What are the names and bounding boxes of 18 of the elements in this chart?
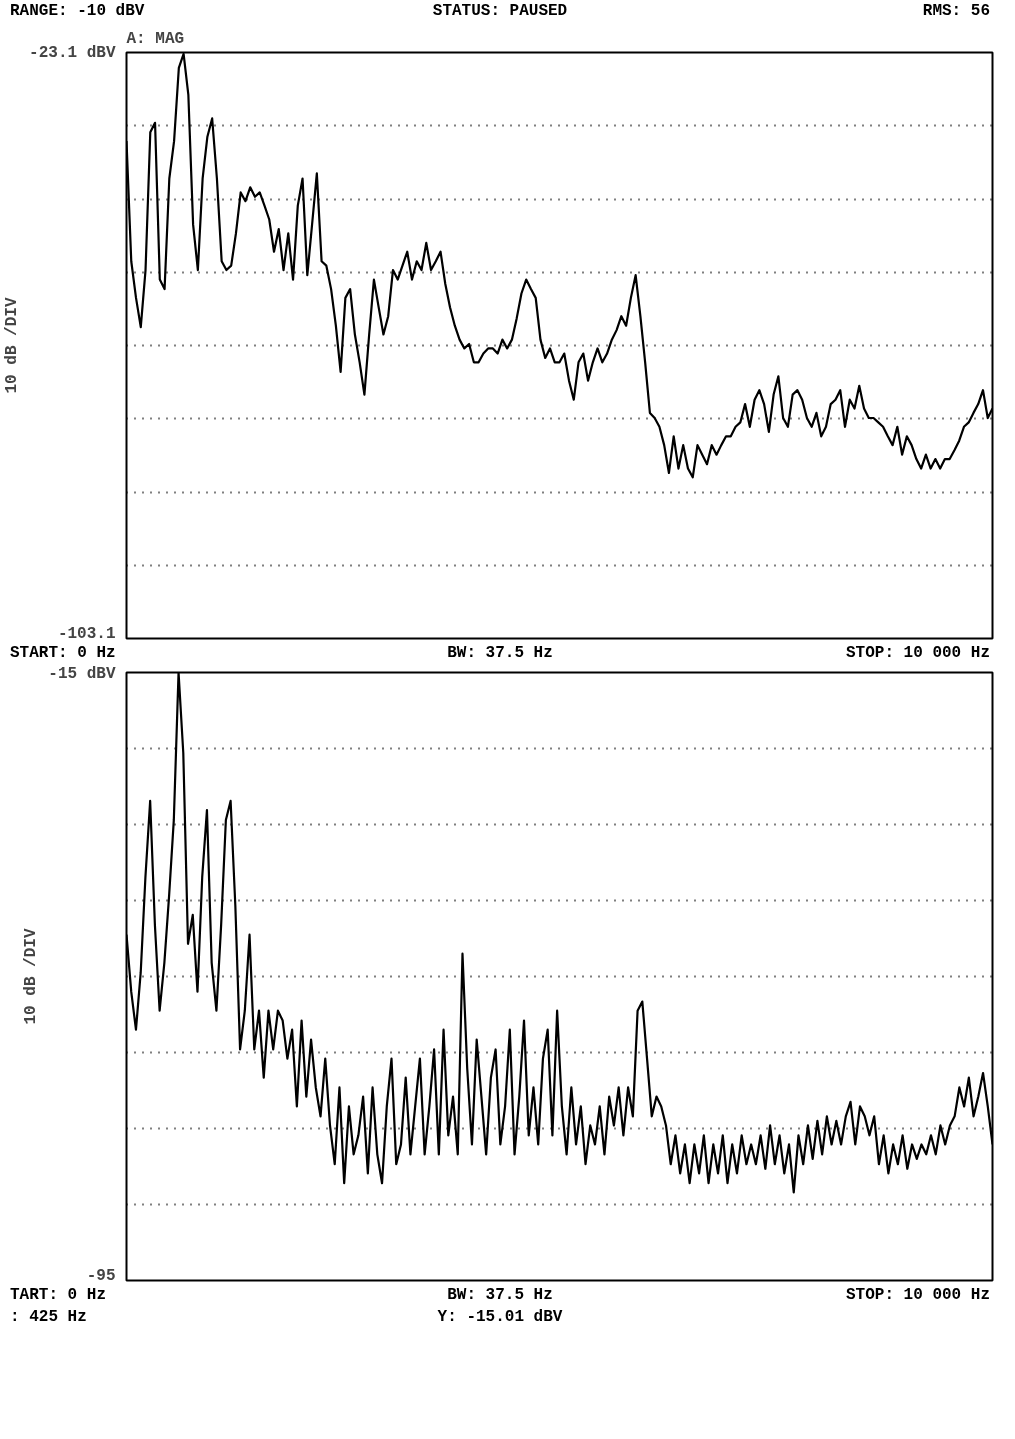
y-axis-title: 10 dB /DIV (3, 297, 22, 394)
text: BW: 37.5 Hz (446, 643, 554, 664)
y-tick-label: -15 dBV (48, 664, 116, 683)
text: TART: 0 Hz (10, 1285, 107, 1306)
text: BW: 37.5 Hz (446, 1285, 554, 1306)
text: STOP: 10 000 Hz (845, 1285, 991, 1306)
y-tick-label: -95 (86, 1266, 116, 1285)
text: Y: -15.01 dBV (436, 1307, 564, 1328)
text: START: 0 Hz (10, 643, 117, 664)
text: STATUS: PAUSED (431, 1, 569, 22)
text: RMS: 56 (921, 1, 991, 22)
y-axis-title: 10 dB /DIV (22, 928, 41, 1025)
text: RANGE: -10 dBV (10, 1, 146, 22)
y-tick-label: -103.1 (57, 624, 116, 643)
text: : 425 Hz (10, 1307, 88, 1328)
y-tick-label: -23.1 dBV (29, 43, 116, 62)
chart-title: A: MAG (126, 29, 185, 48)
text: STOP: 10 000 Hz (845, 643, 991, 664)
